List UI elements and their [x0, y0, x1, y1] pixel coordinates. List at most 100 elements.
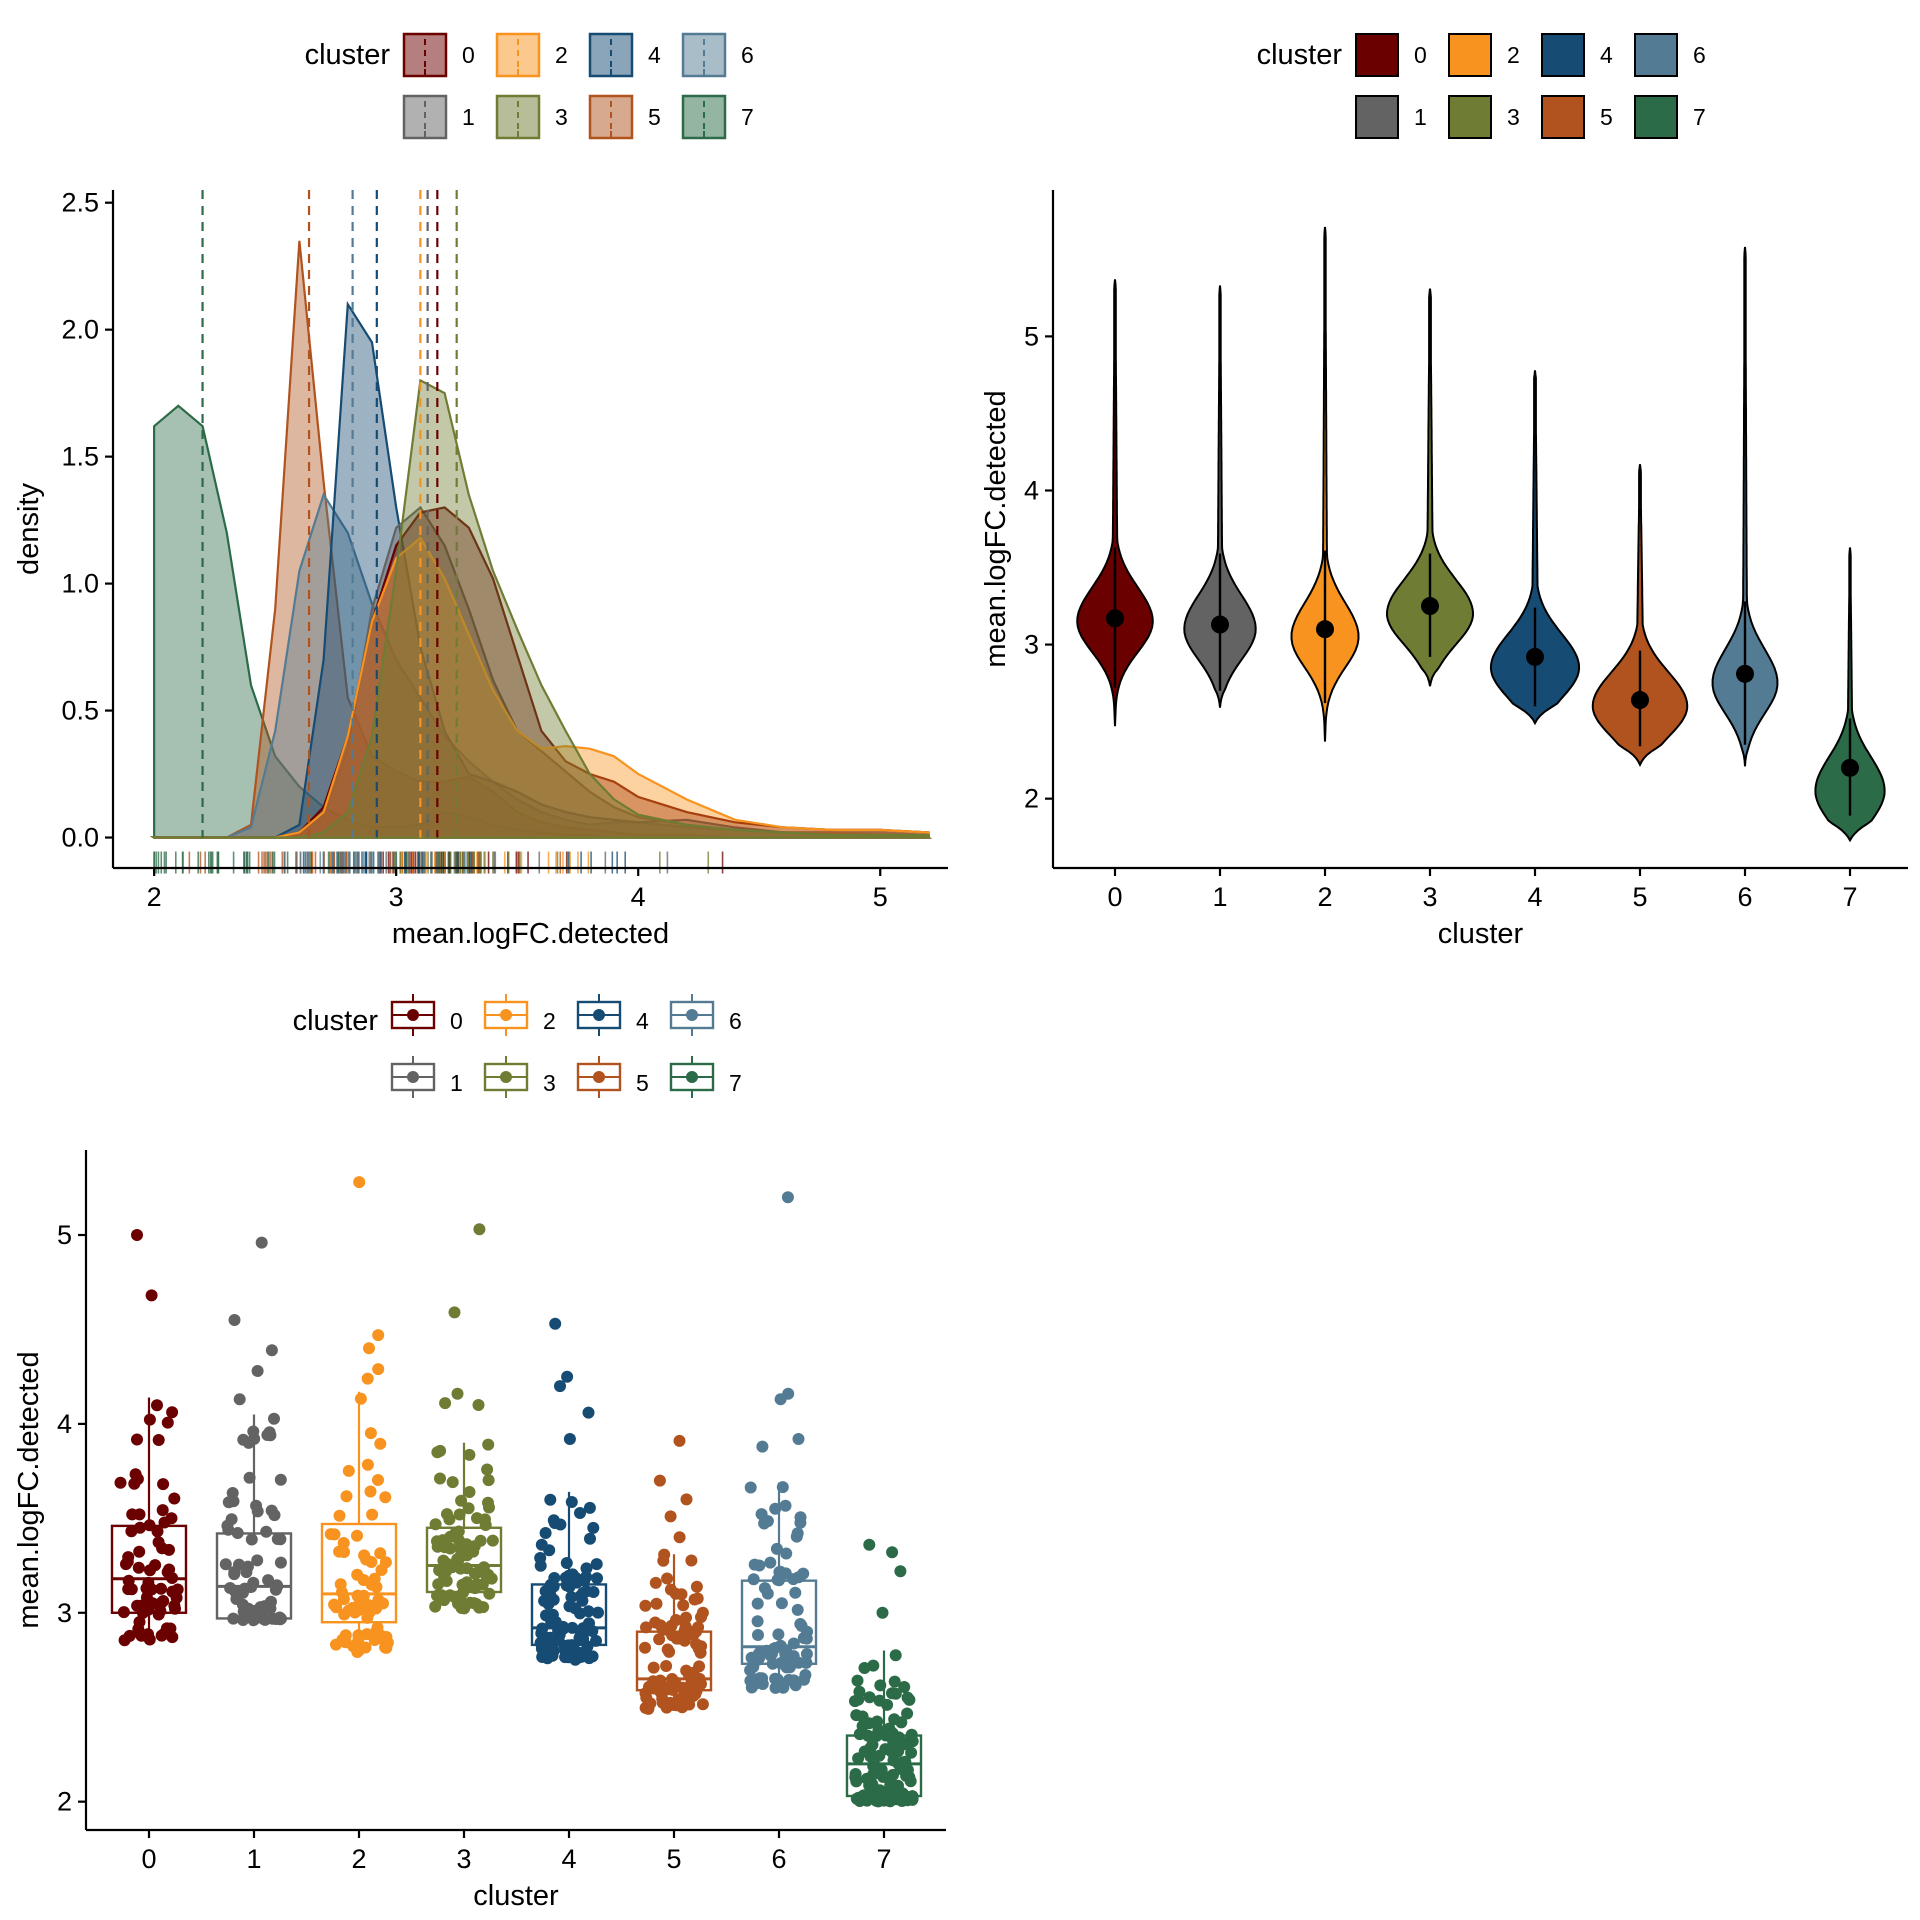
point-cluster-1	[219, 1558, 232, 1571]
legend-label-4: 4	[636, 1008, 649, 1034]
point-cluster-1	[262, 1574, 275, 1587]
point-cluster-4	[557, 1620, 570, 1633]
point-cluster-0	[129, 1468, 142, 1481]
point-cluster-3	[452, 1525, 465, 1538]
point-cluster-6	[752, 1629, 764, 1641]
y-axis-title: mean.logFC.detected	[13, 1351, 45, 1628]
legend-label-2: 2	[543, 1008, 556, 1034]
outlier-point-cluster-6	[792, 1433, 805, 1445]
point-cluster-6	[744, 1664, 757, 1677]
point-cluster-7	[858, 1662, 871, 1674]
point-cluster-1	[231, 1527, 244, 1539]
point-cluster-4	[590, 1634, 602, 1647]
legend-title: cluster	[305, 39, 391, 71]
point-cluster-7	[864, 1750, 877, 1763]
x-tick-label: 2	[147, 882, 162, 912]
point-cluster-5	[660, 1683, 673, 1696]
point-cluster-5	[670, 1699, 683, 1712]
point-cluster-1	[258, 1612, 270, 1625]
legend-label-6: 6	[741, 42, 754, 68]
point-cluster-5	[649, 1576, 662, 1589]
legend-key-3	[495, 94, 541, 140]
point-cluster-0	[125, 1583, 138, 1596]
point-cluster-3	[463, 1486, 476, 1498]
point-cluster-4	[544, 1631, 557, 1644]
point-cluster-7	[851, 1674, 864, 1687]
legend-key-0	[390, 994, 436, 1036]
legend-label-3: 3	[555, 104, 568, 130]
outlier-point-cluster-1	[265, 1344, 278, 1357]
point-cluster-2	[373, 1628, 386, 1641]
point-cluster-1	[228, 1566, 241, 1578]
point-cluster-1	[222, 1496, 235, 1509]
point-cluster-0	[125, 1525, 138, 1538]
point-cluster-1	[247, 1614, 260, 1627]
legend-label-5: 5	[648, 104, 661, 130]
outlier-point-cluster-6	[756, 1440, 769, 1453]
point-cluster-4	[578, 1574, 591, 1587]
y-tick-label: 0.5	[61, 696, 99, 726]
outlier-point-cluster-4	[554, 1380, 566, 1393]
point-cluster-4	[584, 1532, 596, 1545]
point-cluster-2	[353, 1594, 366, 1607]
legend-key-6	[1634, 33, 1678, 77]
point-cluster-4	[590, 1558, 603, 1571]
legend-key-6	[669, 994, 715, 1036]
y-axis-title: mean.logFC.detected	[980, 390, 1012, 667]
outlier-point-cluster-3	[451, 1387, 464, 1400]
point-cluster-3	[458, 1602, 471, 1615]
outlier-point-cluster-0	[131, 1229, 143, 1241]
x-tick-label: 4	[631, 882, 646, 912]
point-cluster-3	[482, 1496, 494, 1509]
point-cluster-5	[639, 1641, 651, 1654]
legend-label-0: 0	[450, 1008, 463, 1034]
point-cluster-5	[692, 1642, 705, 1655]
legend-key-5	[588, 94, 634, 140]
point-cluster-4	[534, 1636, 547, 1649]
point-cluster-1	[237, 1612, 250, 1625]
point-cluster-4	[544, 1493, 557, 1506]
y-tick-label: 0.0	[61, 823, 99, 853]
x-tick-label: 7	[876, 1844, 891, 1874]
point-cluster-3	[467, 1545, 480, 1558]
point-cluster-2	[366, 1508, 379, 1521]
point-cluster-4	[535, 1627, 548, 1640]
legend-swatch-5	[1541, 95, 1585, 139]
point-cluster-6	[780, 1547, 793, 1560]
point-cluster-6	[773, 1566, 786, 1578]
point-cluster-6	[800, 1648, 813, 1660]
x-tick-label: 4	[561, 1844, 576, 1874]
legend-key-4	[588, 32, 634, 78]
point-cluster-2	[342, 1604, 355, 1617]
point-cluster-5	[650, 1597, 663, 1610]
point-cluster-1	[227, 1612, 240, 1625]
violin-mean-cluster-2	[1316, 620, 1334, 639]
legend-label-4: 4	[648, 42, 661, 68]
point-cluster-1	[251, 1554, 264, 1567]
outlier-point-cluster-2	[353, 1176, 366, 1189]
box-panel: cluster 0 2 4 6 1 3 5 7 2 3 4 5 0 1 2 3 4 5 6 7 cluster mean.l…	[13, 994, 946, 1912]
point-cluster-7	[874, 1679, 887, 1692]
legend-key-0	[1355, 33, 1399, 77]
point-cluster-3	[486, 1534, 499, 1547]
point-cluster-7	[901, 1691, 914, 1704]
outlier-point-cluster-4	[561, 1370, 574, 1383]
point-cluster-0	[117, 1606, 130, 1619]
point-cluster-5	[660, 1660, 673, 1672]
point-cluster-0	[114, 1476, 127, 1489]
point-cluster-3	[480, 1569, 492, 1582]
point-cluster-0	[132, 1623, 145, 1636]
point-cluster-6	[751, 1597, 764, 1610]
point-cluster-7	[905, 1746, 918, 1759]
point-cluster-7	[884, 1775, 897, 1788]
point-cluster-6	[756, 1672, 769, 1685]
legend-key-6	[681, 32, 727, 78]
point-cluster-7	[887, 1754, 900, 1767]
point-cluster-3	[463, 1448, 476, 1461]
point-cluster-2	[375, 1564, 388, 1576]
legend-label-5: 5	[636, 1070, 649, 1096]
legend-swatch-7	[1634, 95, 1678, 139]
x-tick-label: 0	[141, 1844, 156, 1874]
point-cluster-0	[157, 1478, 170, 1491]
